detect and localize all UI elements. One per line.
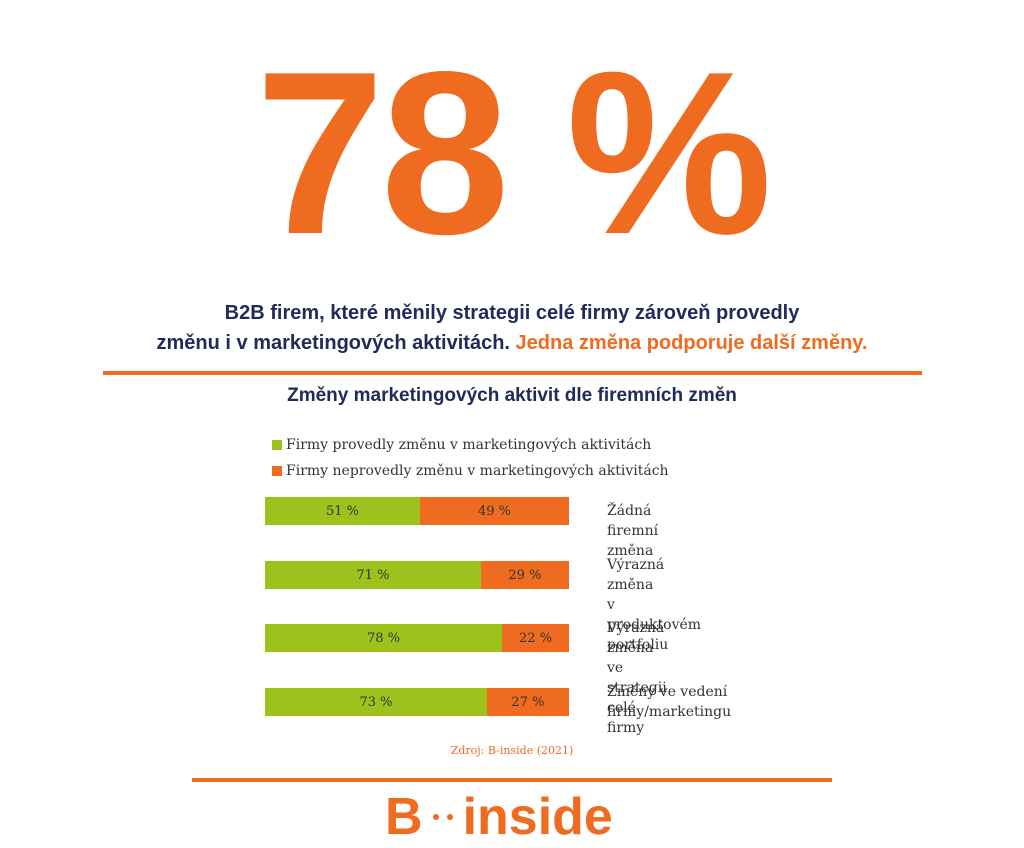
legend-item-done: Firmy provedly změnu v marketingových ak… (272, 432, 669, 458)
bar-data-label: 73 % (359, 694, 393, 710)
bar-segment-not-done: 49 % (420, 497, 569, 525)
divider-top (103, 371, 922, 375)
hero-percentage: 78 % (255, 24, 773, 283)
chart-legend: Firmy provedly změnu v marketingových ak… (272, 432, 669, 484)
bar-row: 73 % 27 % (265, 688, 569, 716)
legend-swatch-orange (272, 466, 282, 476)
category-label-line: firmy/marketingu (607, 704, 732, 720)
divider-bottom (192, 778, 832, 782)
chart-title: Změny marketingových aktivit dle firemní… (287, 385, 737, 406)
headline-line-2-text: změnu i v marketingových aktivitách. (156, 332, 510, 354)
category-label-line: Výrazná změna (607, 620, 665, 656)
category-label-line: Změny ve vedení (607, 684, 728, 700)
category-label-line: ve strategii celé firmy (607, 660, 667, 736)
category-label: Výrazná změna v produktovém portfoliu (607, 555, 701, 655)
bar-segment-not-done: 22 % (502, 624, 569, 652)
category-label-line: Žádná firemní změna (607, 503, 659, 559)
headline-line-2: změnu i v marketingových aktivitách. Jed… (0, 328, 1024, 358)
bar-row: 71 % 29 % (265, 561, 569, 589)
bar-data-label: 49 % (477, 503, 512, 519)
bar-data-label: 29 % (508, 567, 542, 583)
bar-segment-not-done: 29 % (480, 561, 569, 589)
bar-segment-done: 73 % (265, 688, 487, 716)
legend-swatch-green (272, 440, 282, 450)
bar-data-label: 71 % (356, 567, 390, 583)
bar-data-label: 51 % (326, 503, 360, 519)
logo-dots-icon (432, 814, 453, 820)
logo-inside: inside (462, 788, 613, 846)
bar-segment-done: 51 % (265, 497, 421, 525)
source-note: Zdroj: B-inside (2021) (450, 744, 574, 757)
legend-label-done: Firmy provedly změnu v marketingových ak… (286, 437, 652, 453)
category-label: Změny ve vedení firmy/marketingu (607, 682, 731, 722)
category-label: Žádná firemní změna (607, 501, 658, 561)
bar-data-label: 27 % (511, 694, 545, 710)
headline-line-1: B2B firem, které měnily strategii celé f… (224, 302, 800, 324)
category-label-line: Výrazná změna (607, 557, 665, 593)
bar-segment-done: 71 % (265, 561, 481, 589)
headline-accent: Jedna změna podporuje další změny. (515, 332, 868, 354)
bar-row: 78 % 22 % (265, 624, 569, 652)
bar-data-label: 22 % (519, 630, 553, 646)
category-label: Výrazná změna ve strategii celé firmy (607, 618, 667, 738)
b-inside-logo: B inside (385, 786, 613, 848)
bar-row: 51 % 49 % (265, 497, 569, 525)
legend-item-not-done: Firmy neprovedly změnu v marketingových … (272, 458, 669, 484)
logo-b: B (385, 788, 423, 846)
bar-data-label: 78 % (367, 630, 401, 646)
legend-label-not-done: Firmy neprovedly změnu v marketingových … (286, 463, 669, 479)
bar-segment-not-done: 27 % (486, 688, 569, 716)
bar-segment-done: 78 % (265, 624, 503, 652)
headline: B2B firem, které měnily strategii celé f… (0, 298, 1024, 358)
category-label-line: v produktovém portfoliu (607, 597, 702, 653)
